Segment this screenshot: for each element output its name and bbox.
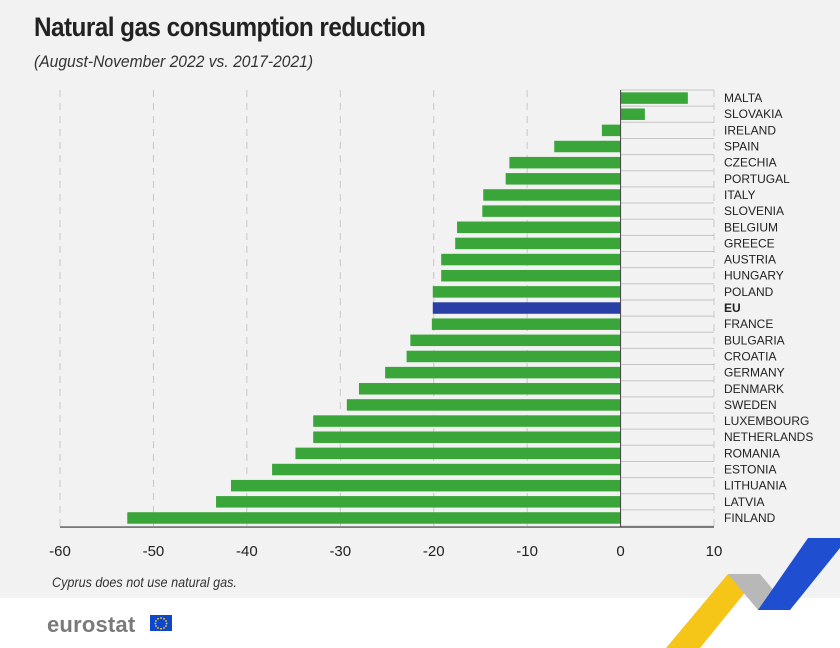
category-label: GERMANY — [724, 366, 785, 380]
category-label: BELGIUM — [724, 220, 778, 234]
category-label: ROMANIA — [724, 446, 780, 460]
bar-luxembourg — [313, 415, 621, 427]
bar-lithuania — [230, 479, 621, 492]
bar-finland — [127, 512, 621, 524]
x-tick-label: -40 — [236, 543, 258, 560]
category-label: FINLAND — [724, 511, 776, 525]
bar-malta — [620, 92, 688, 104]
category-label: PORTUGAL — [724, 172, 790, 186]
category-label: POLAND — [724, 285, 774, 299]
bar-hungary — [441, 269, 621, 282]
x-tick-label: -10 — [516, 543, 538, 560]
category-label: NETHERLANDS — [724, 430, 813, 444]
category-label: ITALY — [724, 188, 756, 202]
category-label: LATVIA — [724, 495, 764, 509]
bar-sweden — [346, 399, 621, 411]
category-label: CZECHIA — [724, 156, 777, 170]
category-labels: MALTA SLOVAKIA IRELAND SPAIN CZECHIA PORTUGAL… — [724, 91, 813, 525]
eu-flag-icon — [150, 615, 172, 631]
x-tick-label: -20 — [423, 543, 445, 560]
bar-france — [431, 318, 621, 330]
bar-slovenia — [482, 205, 621, 217]
axes: -60 -50 -40 -30 -20 -10 0 10 — [49, 90, 722, 560]
bar-austria — [441, 253, 621, 266]
x-tick-label: 10 — [706, 543, 723, 560]
bar-greece — [455, 237, 621, 250]
category-label: FRANCE — [724, 317, 773, 331]
bar-romania — [295, 447, 621, 460]
category-separators — [620, 89, 714, 527]
bar-estonia — [272, 463, 621, 476]
bar-czechia — [509, 156, 621, 169]
category-label: LUXEMBOURG — [724, 414, 809, 428]
bar-denmark — [358, 383, 621, 395]
category-label: SPAIN — [724, 140, 759, 154]
bar-italy — [483, 189, 621, 201]
bar-belgium — [457, 221, 621, 234]
x-tick-label: -50 — [143, 543, 165, 560]
category-label: CROATIA — [724, 349, 776, 363]
category-label: DENMARK — [724, 382, 784, 396]
category-label: AUSTRIA — [724, 253, 776, 267]
footnote: Cyprus does not use natural gas. — [52, 574, 237, 590]
category-label: LITHUANIA — [724, 479, 787, 493]
bar-chart: -60 -50 -40 -30 -20 -10 0 10 MALTA SLOVAKIA IRELA… — [49, 89, 813, 560]
x-tick-label: -30 — [329, 543, 351, 560]
bar-spain — [554, 140, 621, 153]
category-label: ESTONIA — [724, 463, 776, 477]
bar-portugal — [505, 173, 621, 185]
eurostat-logo: eurostat — [47, 612, 136, 637]
chart-title: Natural gas consumption reduction — [34, 12, 426, 42]
bar-slovakia — [620, 108, 645, 120]
bar-germany — [385, 366, 621, 379]
bars — [127, 92, 688, 524]
bar-eu — [432, 302, 621, 314]
bar-croatia — [406, 350, 621, 363]
category-label: SWEDEN — [724, 398, 777, 412]
bar-poland — [432, 286, 621, 298]
bar-netherlands — [313, 431, 621, 443]
category-label: IRELAND — [724, 123, 776, 137]
chart-subtitle: (August-November 2022 vs. 2017-2021) — [34, 52, 314, 71]
bar-ireland — [601, 124, 621, 137]
category-label: EU — [724, 301, 741, 315]
x-tick-label: -60 — [49, 543, 71, 560]
category-label: HUNGARY — [724, 269, 784, 283]
bar-bulgaria — [410, 334, 621, 347]
category-label: SLOVAKIA — [724, 107, 782, 121]
x-tick-label: 0 — [616, 543, 624, 560]
category-label: MALTA — [724, 91, 762, 105]
category-label: SLOVENIA — [724, 204, 784, 218]
category-label: BULGARIA — [724, 333, 785, 347]
bar-latvia — [216, 496, 621, 508]
category-label: GREECE — [724, 236, 775, 250]
